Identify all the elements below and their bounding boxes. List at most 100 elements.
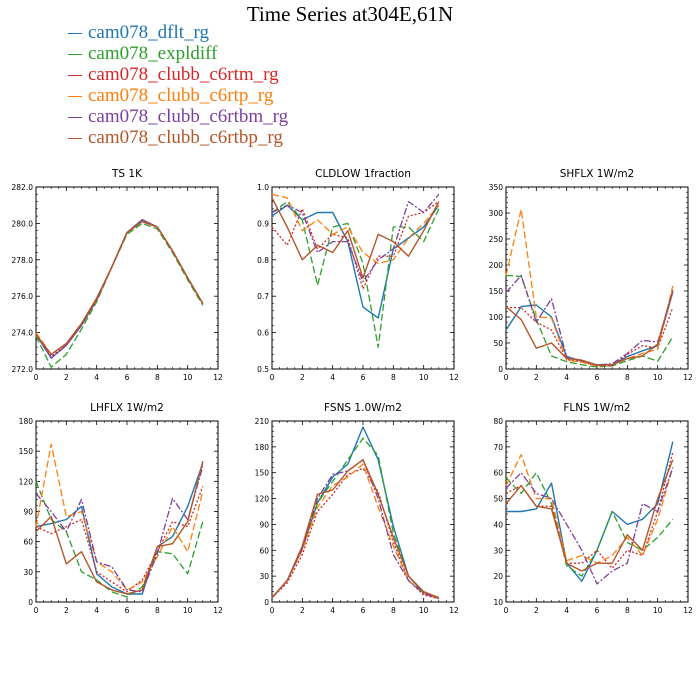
series-line (35, 466, 204, 593)
series-line (35, 219, 204, 359)
x-tick-label: 2 (300, 606, 305, 615)
y-tick-label: 300 (489, 209, 504, 218)
chart-title: LHFLX 1W/m2 (90, 402, 164, 414)
x-tick-label: 4 (94, 606, 99, 615)
y-tick-label: 60 (23, 538, 33, 547)
y-tick-label: 0 (28, 598, 33, 607)
series-line (271, 200, 440, 348)
chart-title: SHFLX 1W/m2 (560, 168, 635, 180)
x-tick-label: 12 (449, 373, 459, 382)
x-tick-label: 2 (64, 606, 69, 615)
y-tick-label: 60 (493, 469, 503, 478)
x-tick-label: 0 (34, 373, 39, 382)
series-line (35, 481, 204, 598)
x-tick-label: 8 (625, 606, 630, 615)
y-tick-label: 0.8 (257, 256, 269, 265)
y-tick-label: 272.0 (12, 365, 34, 374)
series-line (505, 274, 674, 368)
series-line (271, 193, 440, 283)
y-tick-label: 120 (19, 477, 34, 486)
series-line (271, 426, 440, 600)
x-tick-label: 6 (595, 606, 600, 615)
x-tick-label: 6 (595, 373, 600, 382)
chart-title: FSNS 1.0W/m2 (324, 402, 402, 414)
series-line (505, 451, 674, 570)
figure-title: Time Series at304E,61N (246, 2, 454, 26)
series-line (35, 220, 204, 356)
y-tick-label: 90 (23, 508, 33, 517)
x-tick-label: 10 (653, 373, 663, 382)
x-tick-label: 8 (391, 606, 396, 615)
y-tick-label: 0.5 (257, 365, 269, 374)
legend-swatch (68, 54, 82, 56)
y-tick-label: 278.0 (12, 256, 34, 265)
legend-item: cam078_clubb_c6rtm_rg (68, 64, 288, 85)
x-tick-label: 8 (155, 373, 160, 382)
chart-title: FLNS 1W/m2 (563, 402, 630, 414)
y-tick-label: 120 (255, 495, 270, 504)
series-line (505, 453, 674, 564)
y-tick-label: 200 (489, 261, 504, 270)
legend-item: cam078_clubb_c6rtbm_rg (68, 106, 288, 127)
series-line (506, 441, 674, 582)
series-line (505, 472, 674, 577)
y-tick-label: 30 (23, 568, 33, 577)
x-tick-label: 6 (125, 606, 130, 615)
legend-label: cam078_clubb_c6rtp_rg (88, 85, 274, 106)
y-tick-label: 274.0 (12, 329, 34, 338)
legend-swatch (68, 117, 82, 119)
y-tick-label: 80 (493, 417, 503, 426)
x-tick-label: 6 (125, 373, 130, 382)
legend-item: cam078_expldiff (68, 43, 288, 64)
legend-swatch (68, 138, 82, 140)
y-tick-label: 50 (493, 495, 503, 504)
y-tick-label: 50 (493, 339, 503, 348)
x-tick-label: 6 (361, 606, 366, 615)
series-line (35, 220, 204, 356)
y-tick-label: 180 (255, 443, 270, 452)
y-tick-label: 10 (493, 598, 503, 607)
series-line (35, 222, 204, 368)
chart-title: TS 1K (111, 168, 143, 180)
chart-panel: SHFLX 1W/m2 0 2 4 6 8 10 12 0 50 100 150 200 250 300 35… (489, 168, 693, 382)
plot-frame (505, 420, 689, 603)
series-line (271, 467, 439, 600)
plot-frame (35, 186, 219, 370)
series-line (271, 463, 440, 600)
legend-label: cam078_dflt_rg (88, 22, 210, 43)
series-line (505, 289, 674, 367)
x-tick-label: 8 (625, 373, 630, 382)
x-tick-label: 10 (183, 606, 193, 615)
x-tick-label: 0 (504, 606, 509, 615)
series-line (505, 467, 674, 585)
x-tick-label: 2 (534, 373, 539, 382)
series-line (35, 461, 204, 595)
legend: cam078_dflt_rg cam078_expldiff cam078_cl… (68, 22, 288, 148)
series-line (271, 193, 440, 265)
series-line (271, 197, 440, 279)
series-line (271, 459, 440, 600)
x-tick-label: 10 (183, 373, 193, 382)
chart-panel: TS 1K 0 2 4 6 8 10 12 272.0 274.0 276.0 278.0 280.0 2… (12, 168, 223, 382)
x-tick-label: 2 (300, 373, 305, 382)
y-tick-label: 1.0 (257, 183, 269, 192)
y-tick-label: 0 (498, 365, 503, 374)
x-tick-label: 0 (504, 373, 509, 382)
chart-title: CLDLOW 1fraction (315, 168, 411, 180)
y-tick-label: 150 (255, 469, 270, 478)
y-tick-label: 180 (19, 417, 34, 426)
x-tick-label: 8 (391, 373, 396, 382)
x-tick-label: 4 (94, 373, 99, 382)
x-tick-label: 8 (155, 606, 160, 615)
x-tick-label: 12 (683, 606, 693, 615)
y-tick-label: 100 (489, 313, 504, 322)
y-tick-label: 70 (493, 443, 503, 452)
series-line (505, 459, 674, 572)
series-line (35, 219, 204, 357)
y-tick-label: 276.0 (12, 292, 34, 301)
series-line (271, 437, 440, 600)
y-tick-label: 250 (489, 235, 504, 244)
y-tick-label: 30 (493, 546, 503, 555)
